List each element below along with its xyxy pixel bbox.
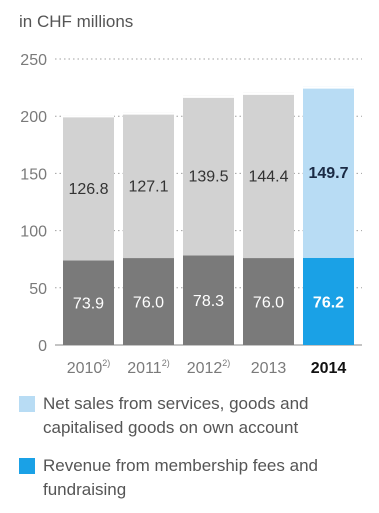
bars: 73.9 126.8 76.0 127.1 78.3 139.5 76.0 144.4 76.2… [63,86,354,345]
bar-segment [243,258,294,345]
data-label: 149.7 [308,165,348,182]
bar-segment [63,115,114,261]
data-label: 139.5 [188,169,228,186]
x-tick-label: 2014 [311,360,347,377]
legend-label-membership-fees: Revenue from membership fees and fundrai… [43,456,318,499]
x-tick-label: 2013 [251,360,287,377]
data-label: 126.8 [68,181,108,198]
bar-segment [303,257,354,345]
legend-item-net-sales: Net sales from services, goods and capit… [19,392,363,440]
y-tick-label: 0 [38,338,47,355]
y-axis-tick-labels: 0 50 100 150 200 250 [20,52,47,355]
y-tick-label: 150 [20,166,47,183]
legend-item-membership-fees: Revenue from membership fees and fundrai… [19,454,363,502]
data-label: 76.0 [133,295,164,312]
legend-swatch-membership-fees [19,458,35,474]
x-axis-tick-labels: 20102) 20112) 20122) 2013 2014 [67,358,347,377]
x-tick-label: 20102) [67,358,111,377]
data-label: 73.9 [73,296,104,313]
bar-segment [63,260,114,345]
bar-segment [123,258,174,345]
bar-segment [243,92,294,259]
data-label: 144.4 [248,168,288,185]
x-tick-label: 20112) [127,358,169,377]
data-label: 76.2 [313,294,344,311]
y-tick-label: 250 [20,52,47,69]
bar-segment [183,95,234,256]
bar-segment [123,112,174,259]
data-label: 127.1 [128,178,168,195]
stacked-bar-chart: in CHF millions 0 50 100 150 200 250 73.9 126.… [19,12,362,377]
bar-segment [183,255,234,345]
legend-swatch-net-sales [19,396,35,412]
data-label: 76.0 [253,295,284,312]
data-label: 78.3 [193,293,224,310]
y-tick-label: 100 [20,224,47,241]
legend-label-net-sales: Net sales from services, goods and capit… [43,394,309,437]
x-tick-label: 20122) [187,358,231,377]
bar-segment [303,86,354,258]
unit-label: in CHF millions [19,12,133,31]
y-tick-label: 200 [20,109,47,126]
y-tick-label: 50 [29,281,47,298]
